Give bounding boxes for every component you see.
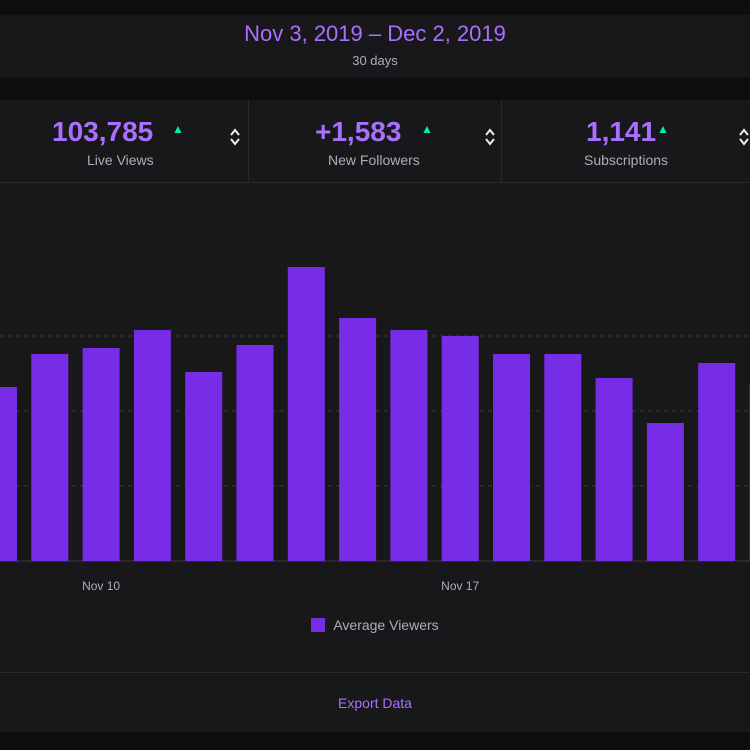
- chart-bar[interactable]: [236, 345, 274, 561]
- stat-value: 103,785: [52, 116, 154, 147]
- chart-bar[interactable]: [390, 330, 428, 561]
- stat-label: New Followers: [328, 152, 420, 168]
- chart-bar[interactable]: [185, 372, 223, 561]
- legend-label: Average Viewers: [333, 617, 439, 633]
- trend-up-icon: ▲: [421, 122, 433, 136]
- chart-bar[interactable]: [82, 348, 120, 561]
- chart-bar[interactable]: [441, 336, 479, 561]
- sort-icon[interactable]: [739, 128, 749, 146]
- stat-value: +1,583: [315, 116, 402, 147]
- stat-subscriptions[interactable]: 1,141 ▲ Subscriptions: [501, 100, 750, 182]
- stats-panel: 103,785 ▲ Live Views +1,583 ▲ New Follow…: [0, 100, 750, 732]
- sort-icon[interactable]: [485, 128, 495, 146]
- stat-label: Subscriptions: [584, 152, 669, 168]
- chart-bar[interactable]: [339, 318, 377, 561]
- stats-row: 103,785 ▲ Live Views +1,583 ▲ New Follow…: [0, 100, 750, 183]
- chart-legend[interactable]: Average Viewers: [0, 617, 750, 637]
- chart-bar[interactable]: [493, 354, 530, 561]
- stat-label: Live Views: [87, 152, 154, 168]
- chart-bar[interactable]: [698, 363, 736, 561]
- chart-bar[interactable]: [646, 423, 684, 561]
- chart-bar[interactable]: [133, 330, 171, 561]
- chart-bar[interactable]: [31, 354, 69, 561]
- trend-up-icon: ▲: [172, 122, 184, 136]
- x-tick-label: Nov 10: [82, 579, 120, 593]
- chart-bar[interactable]: [595, 378, 633, 561]
- export-data-button[interactable]: Export Data: [0, 672, 750, 733]
- stat-live-views[interactable]: 103,785 ▲ Live Views: [0, 100, 248, 182]
- chart-bar[interactable]: [0, 387, 17, 561]
- date-range-card[interactable]: Nov 3, 2019 – Dec 2, 2019 30 days: [0, 15, 750, 77]
- trend-up-icon: ▲: [657, 122, 669, 136]
- chart-bar[interactable]: [287, 267, 325, 561]
- x-tick-label: Nov 17: [441, 579, 479, 593]
- stat-new-followers[interactable]: +1,583 ▲ New Followers: [248, 100, 502, 182]
- legend-swatch: [311, 618, 326, 632]
- chart-bar[interactable]: [544, 354, 582, 561]
- sort-icon[interactable]: [230, 128, 240, 146]
- stat-value: 1,141: [586, 116, 657, 147]
- date-range-title[interactable]: Nov 3, 2019 – Dec 2, 2019: [244, 21, 506, 46]
- date-range-length: 30 days: [352, 53, 398, 68]
